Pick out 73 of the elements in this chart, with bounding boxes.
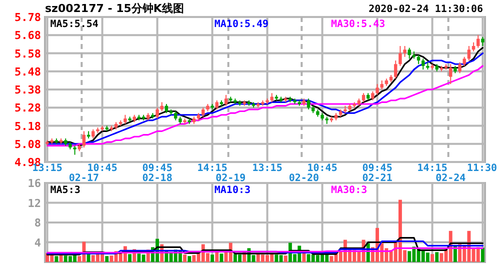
- candlestick: [422, 58, 425, 70]
- bar: [426, 252, 430, 262]
- candlestick: [215, 100, 218, 110]
- bar: [59, 255, 63, 262]
- x-tick-label: 11:30: [466, 163, 498, 174]
- candlestick: [408, 47, 411, 60]
- chart-title: sz002177 - 15分钟K线图: [45, 2, 184, 15]
- candlestick: [124, 114, 127, 124]
- candlestick: [403, 46, 406, 58]
- candlestick: [73, 145, 76, 156]
- y-tick-label: 5.08: [14, 138, 41, 151]
- bar: [284, 256, 288, 262]
- x-tick-label: 14:15: [197, 163, 228, 174]
- y-tick-label: 4: [34, 236, 42, 250]
- candlestick: [202, 107, 205, 118]
- candlestick: [224, 94, 228, 106]
- y-tick-label: 5.58: [14, 47, 41, 60]
- candlestick: [306, 98, 310, 110]
- y-tick-label: 5.28: [14, 102, 41, 115]
- bar: [210, 254, 214, 262]
- bar: [215, 252, 219, 262]
- bar: [430, 254, 434, 262]
- candlestick: [376, 84, 379, 96]
- candlestick: [174, 110, 178, 121]
- candlestick: [462, 56, 466, 66]
- bar: [220, 254, 224, 262]
- candlestick: [371, 90, 374, 101]
- text: MA5:5.54: [50, 19, 98, 30]
- candlestick: [362, 92, 366, 103]
- candlestick: [82, 130, 86, 148]
- x-tick-label: 10:45: [87, 163, 118, 174]
- x-tick-label: 09:45 02-18: [142, 163, 172, 184]
- y-tick-label: 12: [28, 196, 41, 210]
- x-tick-label: 14:15: [417, 163, 448, 174]
- chart-subtitle: 2020-02-24 11:30:06: [368, 4, 483, 15]
- y-tick-label: 5.18: [14, 120, 41, 133]
- bar: [105, 256, 109, 262]
- y-tick-label: 8: [34, 216, 41, 230]
- x-tick-label: 02-20: [288, 173, 320, 184]
- candlestick: [92, 128, 95, 139]
- bar: [435, 252, 439, 262]
- candlestick: [398, 46, 402, 66]
- x-tick-label: 09:45 02-21: [362, 163, 392, 184]
- y-tick-label: 5.48: [14, 65, 41, 78]
- text: MA10:5.49: [214, 19, 269, 30]
- bar: [188, 256, 192, 262]
- x-tick-label: 02-19: [216, 173, 246, 184]
- x-tick-label: 13:15: [252, 163, 282, 174]
- candlestick: [476, 34, 480, 48]
- x-tick-label: 02-24: [436, 173, 466, 184]
- candlestick: [449, 64, 452, 85]
- x-tick-label: 10:45: [307, 163, 338, 174]
- candlestick: [394, 60, 398, 80]
- bar: [183, 254, 187, 262]
- y-tick-label: 5.78: [14, 11, 41, 24]
- y-tick-label: 5.38: [14, 84, 41, 96]
- text: MA5:3: [50, 185, 80, 196]
- candlestick: [164, 104, 168, 114]
- line-series: [46, 237, 484, 256]
- candlestick: [467, 46, 471, 61]
- y-tick-label: 5.68: [14, 29, 41, 42]
- candlestick: [481, 36, 484, 46]
- line-series: [46, 65, 484, 146]
- bar: [128, 254, 132, 262]
- candlestick: [458, 62, 462, 74]
- text: MA30:5.43: [331, 19, 386, 30]
- bar: [480, 248, 484, 262]
- text: MA10:3: [214, 185, 251, 196]
- candlestick: [156, 107, 159, 119]
- text: MA30:3: [331, 185, 368, 196]
- x-tick-label: 02-17: [68, 173, 100, 184]
- bar: [54, 256, 58, 262]
- y-tick-label: 16: [28, 177, 42, 190]
